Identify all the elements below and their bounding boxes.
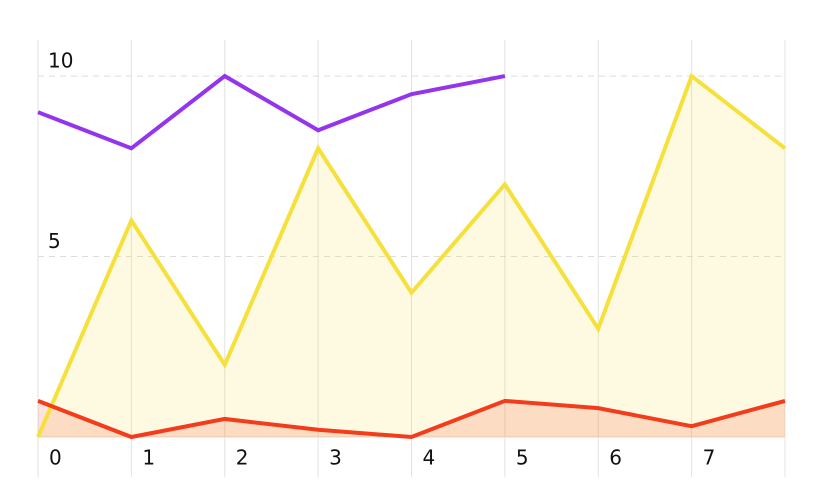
x-tick-label: 6 xyxy=(609,446,622,470)
x-tick-label: 0 xyxy=(49,446,62,470)
line xyxy=(37,398,786,440)
y-tick-label: 5 xyxy=(48,229,61,253)
x-tick-label: 4 xyxy=(423,446,436,470)
y-tick-label: 10 xyxy=(48,49,73,73)
line xyxy=(36,72,787,438)
x-tick-label: 2 xyxy=(236,446,249,470)
x-tick-label: 7 xyxy=(703,446,716,470)
area xyxy=(38,76,785,437)
x-tick-label: 5 xyxy=(516,446,529,470)
x-tick-label: 1 xyxy=(142,446,155,470)
x-tick-label: 3 xyxy=(329,446,342,470)
line xyxy=(37,73,506,151)
